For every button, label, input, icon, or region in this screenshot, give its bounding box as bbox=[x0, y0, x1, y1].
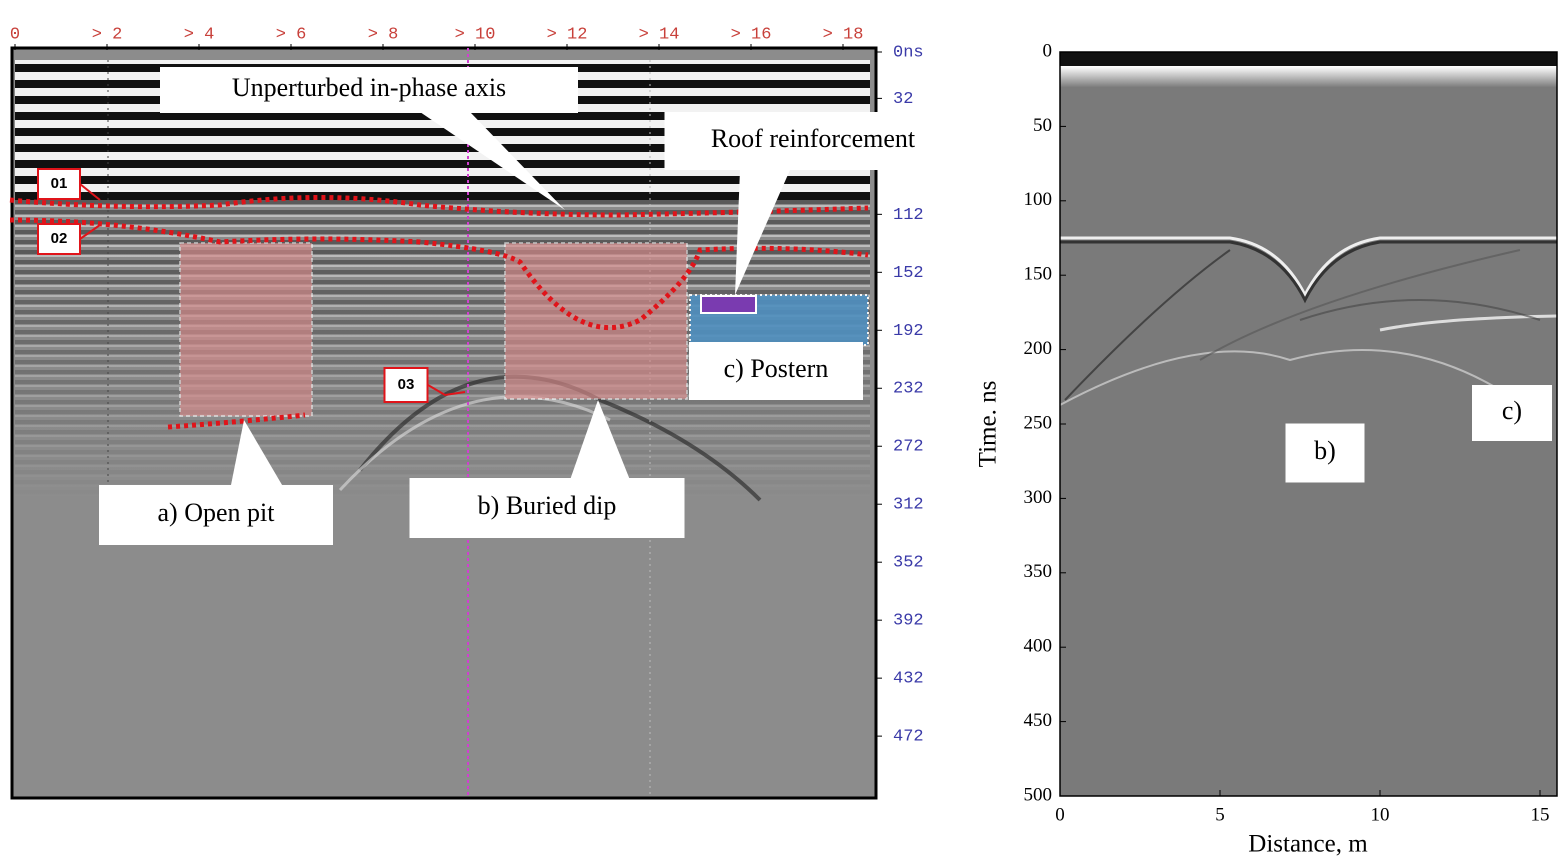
y-tick-label: 272 bbox=[893, 438, 924, 457]
y-tick-label: 250 bbox=[1024, 412, 1053, 433]
annotation: c) bbox=[1502, 396, 1522, 425]
y-axis-label: Time. ns bbox=[975, 381, 1002, 468]
annotation: 02 bbox=[51, 230, 68, 247]
x-tick-label: 0 bbox=[1055, 804, 1065, 825]
y-tick-label: 112 bbox=[893, 206, 924, 225]
x-tick-label: 5 bbox=[1215, 804, 1225, 825]
y-tick-label: 100 bbox=[1024, 189, 1053, 210]
annotation: Unperturbed in-phase axis bbox=[232, 73, 506, 102]
y-tick-label: 200 bbox=[1024, 338, 1053, 359]
y-tick-label: 300 bbox=[1024, 487, 1053, 508]
y-tick-label: 400 bbox=[1024, 636, 1053, 657]
annotation: 01 bbox=[51, 175, 68, 192]
y-tick-label: 352 bbox=[893, 554, 924, 573]
y-tick-label: 350 bbox=[1024, 561, 1053, 582]
x-tick-label: > 10 bbox=[455, 25, 496, 44]
x-axis-label: Distance, m bbox=[1248, 831, 1368, 858]
x-tick-label: 15 bbox=[1531, 804, 1550, 825]
annotation: Roof reinforcement bbox=[711, 124, 916, 153]
y-tick-label: 152 bbox=[893, 264, 924, 283]
y-tick-label: 432 bbox=[893, 670, 924, 689]
figure: 0 > 2 > 4 > 6 > 8 > 10 > 12 > 14 > 16 > 18 0ns 32 11… bbox=[0, 0, 1561, 860]
x-tick-label: 0 bbox=[10, 25, 20, 44]
x-tick-label: > 4 bbox=[184, 25, 215, 44]
x-tick-label: > 18 bbox=[823, 25, 864, 44]
y-tick-label: 392 bbox=[893, 612, 924, 631]
annotation: c) Postern bbox=[724, 354, 829, 383]
x-tick-label: 10 bbox=[1371, 804, 1390, 825]
x-tick-label: > 14 bbox=[639, 25, 680, 44]
y-tick-label: 312 bbox=[893, 496, 924, 515]
y-tick-label: 232 bbox=[893, 380, 924, 399]
y-tick-label: 472 bbox=[893, 728, 924, 747]
annotation: b) Buried dip bbox=[478, 491, 617, 520]
annotation: a) Open pit bbox=[158, 498, 276, 527]
y-tick-label: 150 bbox=[1024, 264, 1053, 285]
y-tick-label: 450 bbox=[1024, 710, 1053, 731]
x-tick-label: > 8 bbox=[368, 25, 399, 44]
annotation: b) bbox=[1314, 436, 1336, 465]
x-tick-label: > 12 bbox=[547, 25, 588, 44]
x-tick-label: > 16 bbox=[731, 25, 772, 44]
y-tick-label: 32 bbox=[893, 90, 913, 109]
x-tick-label: > 6 bbox=[276, 25, 307, 44]
y-tick-label: 500 bbox=[1024, 784, 1053, 805]
y-tick-label: 0 bbox=[1043, 40, 1053, 61]
y-tick-label: 0ns bbox=[893, 43, 924, 62]
x-tick-label: > 2 bbox=[92, 25, 123, 44]
y-tick-label: 192 bbox=[893, 322, 924, 341]
annotation: 03 bbox=[398, 376, 415, 393]
y-tick-label: 50 bbox=[1033, 115, 1052, 136]
